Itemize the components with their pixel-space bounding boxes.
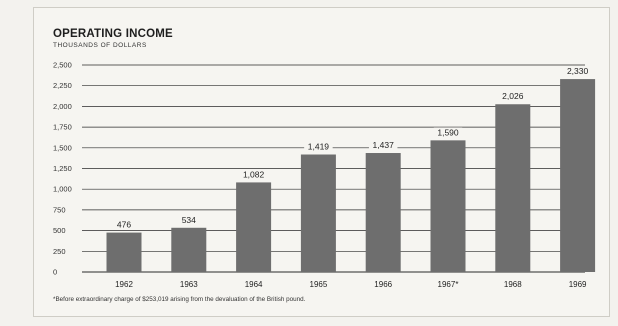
- data-label-background: [114, 219, 134, 230]
- x-tick-label: 1964: [245, 280, 263, 289]
- bar: [560, 79, 596, 273]
- bar: [106, 232, 142, 272]
- y-tick-label: 2,250: [53, 81, 72, 90]
- x-axis-labels: 1962 1963 1964 1965 1966 1967* 1968 1969: [115, 280, 587, 289]
- y-tick-label: 1,750: [53, 123, 72, 132]
- x-tick-label: 1965: [310, 280, 328, 289]
- y-tick-label: 2,500: [53, 61, 72, 70]
- y-tick-label: 2,000: [53, 102, 72, 111]
- data-label-background: [433, 127, 463, 138]
- bar: [430, 140, 466, 272]
- x-tick-label: 1963: [180, 280, 198, 289]
- x-tick-label: 1967*: [438, 280, 459, 289]
- x-tick-label: 1968: [504, 280, 522, 289]
- y-tick-label: 500: [53, 226, 66, 235]
- x-tick-label: 1966: [374, 280, 392, 289]
- data-label: 1,437: [373, 140, 395, 150]
- data-label: 1,590: [437, 127, 459, 137]
- data-label-background: [304, 141, 333, 152]
- bar: [495, 104, 531, 273]
- footnote: *Before extraordinary charge of $253,019…: [53, 296, 306, 303]
- data-label: 2,330: [567, 66, 589, 76]
- data-label: 2,026: [502, 91, 524, 101]
- bars: [106, 79, 596, 273]
- bar: [171, 227, 207, 272]
- data-label-background: [179, 214, 199, 225]
- data-label: 476: [117, 220, 131, 230]
- x-tick-label: 1962: [115, 280, 133, 289]
- bar: [236, 182, 272, 272]
- y-tick-label: 0: [53, 268, 57, 277]
- data-label-background: [563, 66, 592, 77]
- x-tick-label: 1969: [569, 280, 587, 289]
- data-label-background: [368, 140, 398, 151]
- y-tick-label: 750: [53, 205, 66, 214]
- y-tick-label: 1,500: [53, 143, 72, 152]
- y-tick-label: 1,000: [53, 185, 72, 194]
- chart-title: OPERATING INCOME: [53, 28, 173, 40]
- y-tick-label: 1,250: [53, 164, 72, 173]
- bar: [300, 154, 336, 272]
- y-tick-label: 250: [53, 247, 66, 256]
- data-label-background: [239, 169, 268, 180]
- data-label-background: [498, 91, 528, 102]
- y-axis-ticks: 0 250 500 750 1,000 1,250 1,500 1,750 2,000 2,250…: [53, 61, 72, 277]
- data-labels: 476 534 1,082 1,419 1,437 1,590 2,026 2,330: [114, 66, 592, 230]
- chart-subtitle: THOUSANDS OF DOLLARS: [53, 42, 147, 49]
- data-label: 1,082: [243, 169, 265, 179]
- bar: [365, 153, 401, 272]
- data-label: 534: [182, 215, 196, 225]
- data-label: 1,419: [308, 142, 330, 152]
